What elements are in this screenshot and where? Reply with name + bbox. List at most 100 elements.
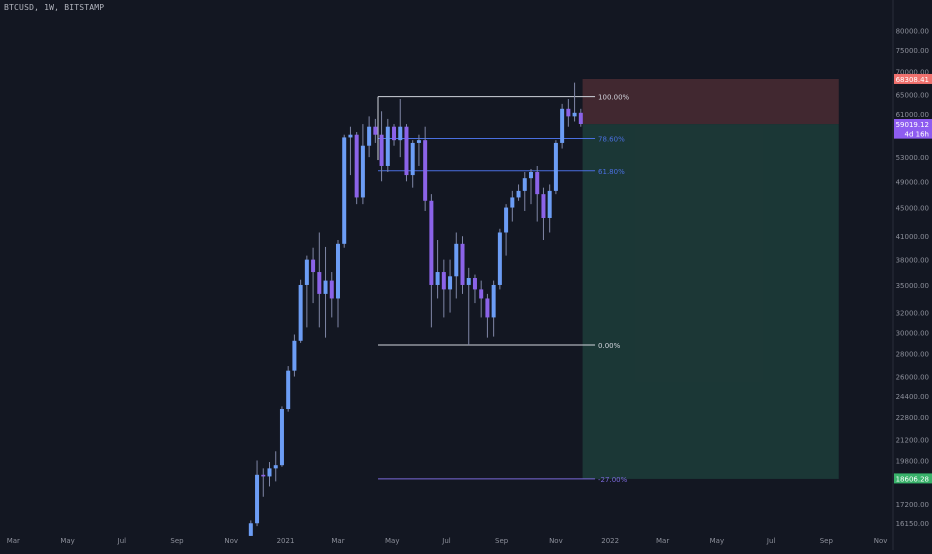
candle-body[interactable] [267, 468, 272, 477]
price-tick-label: 28000.00 [896, 351, 929, 359]
price-badge-label: 68308.41 [896, 76, 929, 84]
candle-body[interactable] [535, 172, 540, 195]
time-tick-label: Nov [549, 537, 563, 545]
candle-body[interactable] [441, 272, 446, 290]
candle-body[interactable] [485, 298, 490, 318]
position-zones [582, 78, 839, 479]
time-tick-label: Mar [7, 537, 20, 545]
fib-level-label: 0.00% [598, 342, 621, 350]
candle-body[interactable] [410, 142, 415, 176]
price-tick-label: 53000.00 [896, 154, 929, 162]
candle-body[interactable] [541, 194, 546, 218]
price-badge [894, 473, 932, 484]
candle-body[interactable] [429, 200, 434, 285]
candle-body[interactable] [286, 370, 291, 410]
candle-body[interactable] [572, 112, 577, 117]
price-tick-label: 32000.00 [896, 310, 929, 318]
time-tick-label: Jul [441, 537, 451, 545]
price-badge-label: 18606.28 [896, 475, 929, 483]
candle-body[interactable] [454, 243, 459, 277]
candle-body[interactable] [373, 126, 378, 135]
candlestick-series [248, 82, 583, 536]
price-tick-label: 38000.00 [896, 257, 929, 265]
candle-body[interactable] [566, 108, 571, 117]
time-tick-label: Jul [766, 537, 776, 545]
price-badge-label: 59019.12 [896, 121, 929, 129]
candle-body[interactable] [398, 126, 403, 141]
candle-body[interactable] [491, 284, 496, 318]
candle-body[interactable] [379, 134, 384, 166]
candle-body[interactable] [348, 134, 353, 138]
time-axis: Mar May Jul Sep Nov 2021 Mar May Jul Sep Nov 2022 Ma… [7, 537, 888, 545]
candle-body[interactable] [466, 278, 471, 285]
take-profit-zone[interactable] [582, 124, 839, 479]
price-badge [894, 128, 932, 139]
price-badges: 68308.41 59019.12 4d 16h 18606.28 [894, 73, 932, 484]
candle-body[interactable] [273, 465, 278, 469]
price-tick-label: 35000.00 [896, 282, 929, 290]
candle-body[interactable] [479, 289, 484, 299]
price-tick-label: 17200.00 [896, 501, 929, 509]
candle-body[interactable] [304, 259, 309, 285]
candle-body[interactable] [460, 243, 465, 285]
price-tick-label: 65000.00 [896, 91, 929, 99]
fib-level-label: 61.80% [598, 168, 625, 176]
time-tick-label: Sep [495, 537, 509, 545]
candle-body[interactable] [335, 243, 340, 299]
candle-body[interactable] [360, 145, 365, 198]
price-tick-label: 80000.00 [896, 27, 929, 35]
candle-body[interactable] [298, 284, 303, 341]
candle-body[interactable] [416, 140, 421, 143]
candle-body[interactable] [516, 190, 521, 198]
candle-body[interactable] [255, 474, 260, 524]
candle-body[interactable] [317, 272, 322, 294]
time-tick-label: 2022 [601, 537, 619, 545]
price-tick-label: 22800.00 [896, 414, 929, 422]
price-tick-label: 16150.00 [896, 520, 929, 528]
candle-body[interactable] [497, 232, 502, 285]
candle-body[interactable] [392, 126, 397, 141]
candle-body[interactable] [528, 172, 533, 179]
candle-body[interactable] [560, 108, 565, 143]
candle-body[interactable] [367, 126, 372, 146]
candle-body[interactable] [510, 197, 515, 208]
candle-body[interactable] [342, 137, 347, 244]
time-tick-label: Mar [656, 537, 669, 545]
candle-body[interactable] [311, 259, 316, 273]
time-tick-label: Sep [820, 537, 834, 545]
candle-body[interactable] [404, 126, 409, 176]
fib-level-label: 100.00% [598, 94, 629, 102]
candle-body[interactable] [504, 207, 509, 233]
price-badge-label: 4d 16h [905, 131, 929, 139]
time-tick-label: Mar [331, 537, 344, 545]
candle-body[interactable] [354, 134, 359, 198]
candle-body[interactable] [261, 474, 266, 477]
price-tick-label: 24400.00 [896, 393, 929, 401]
candle-body[interactable] [329, 280, 334, 299]
stop-loss-zone[interactable] [582, 78, 839, 125]
candle-body[interactable] [578, 112, 583, 124]
candle-body[interactable] [547, 190, 552, 218]
candle-body[interactable] [292, 340, 297, 371]
candle-body[interactable] [423, 140, 428, 201]
price-badge [894, 73, 932, 84]
candle-body[interactable] [279, 409, 284, 466]
candle-body[interactable] [323, 280, 328, 294]
price-tick-label: 19800.00 [896, 457, 929, 465]
fib-level-label: 78.60% [598, 136, 625, 144]
time-tick-label: May [385, 537, 399, 545]
fib-level-label: -27.00% [598, 476, 628, 484]
price-tick-label: 49000.00 [896, 178, 929, 186]
candle-body[interactable] [522, 178, 527, 191]
candle-body[interactable] [448, 276, 453, 290]
candle-body[interactable] [385, 126, 390, 166]
candle-body[interactable] [435, 272, 440, 285]
price-tick-label: 70000.00 [896, 68, 929, 76]
candle-body[interactable] [553, 142, 558, 191]
time-tick-label: Nov [224, 537, 238, 545]
candle-body[interactable] [472, 278, 477, 290]
price-tick-label: 26000.00 [896, 374, 929, 382]
candle-body[interactable] [248, 523, 253, 536]
